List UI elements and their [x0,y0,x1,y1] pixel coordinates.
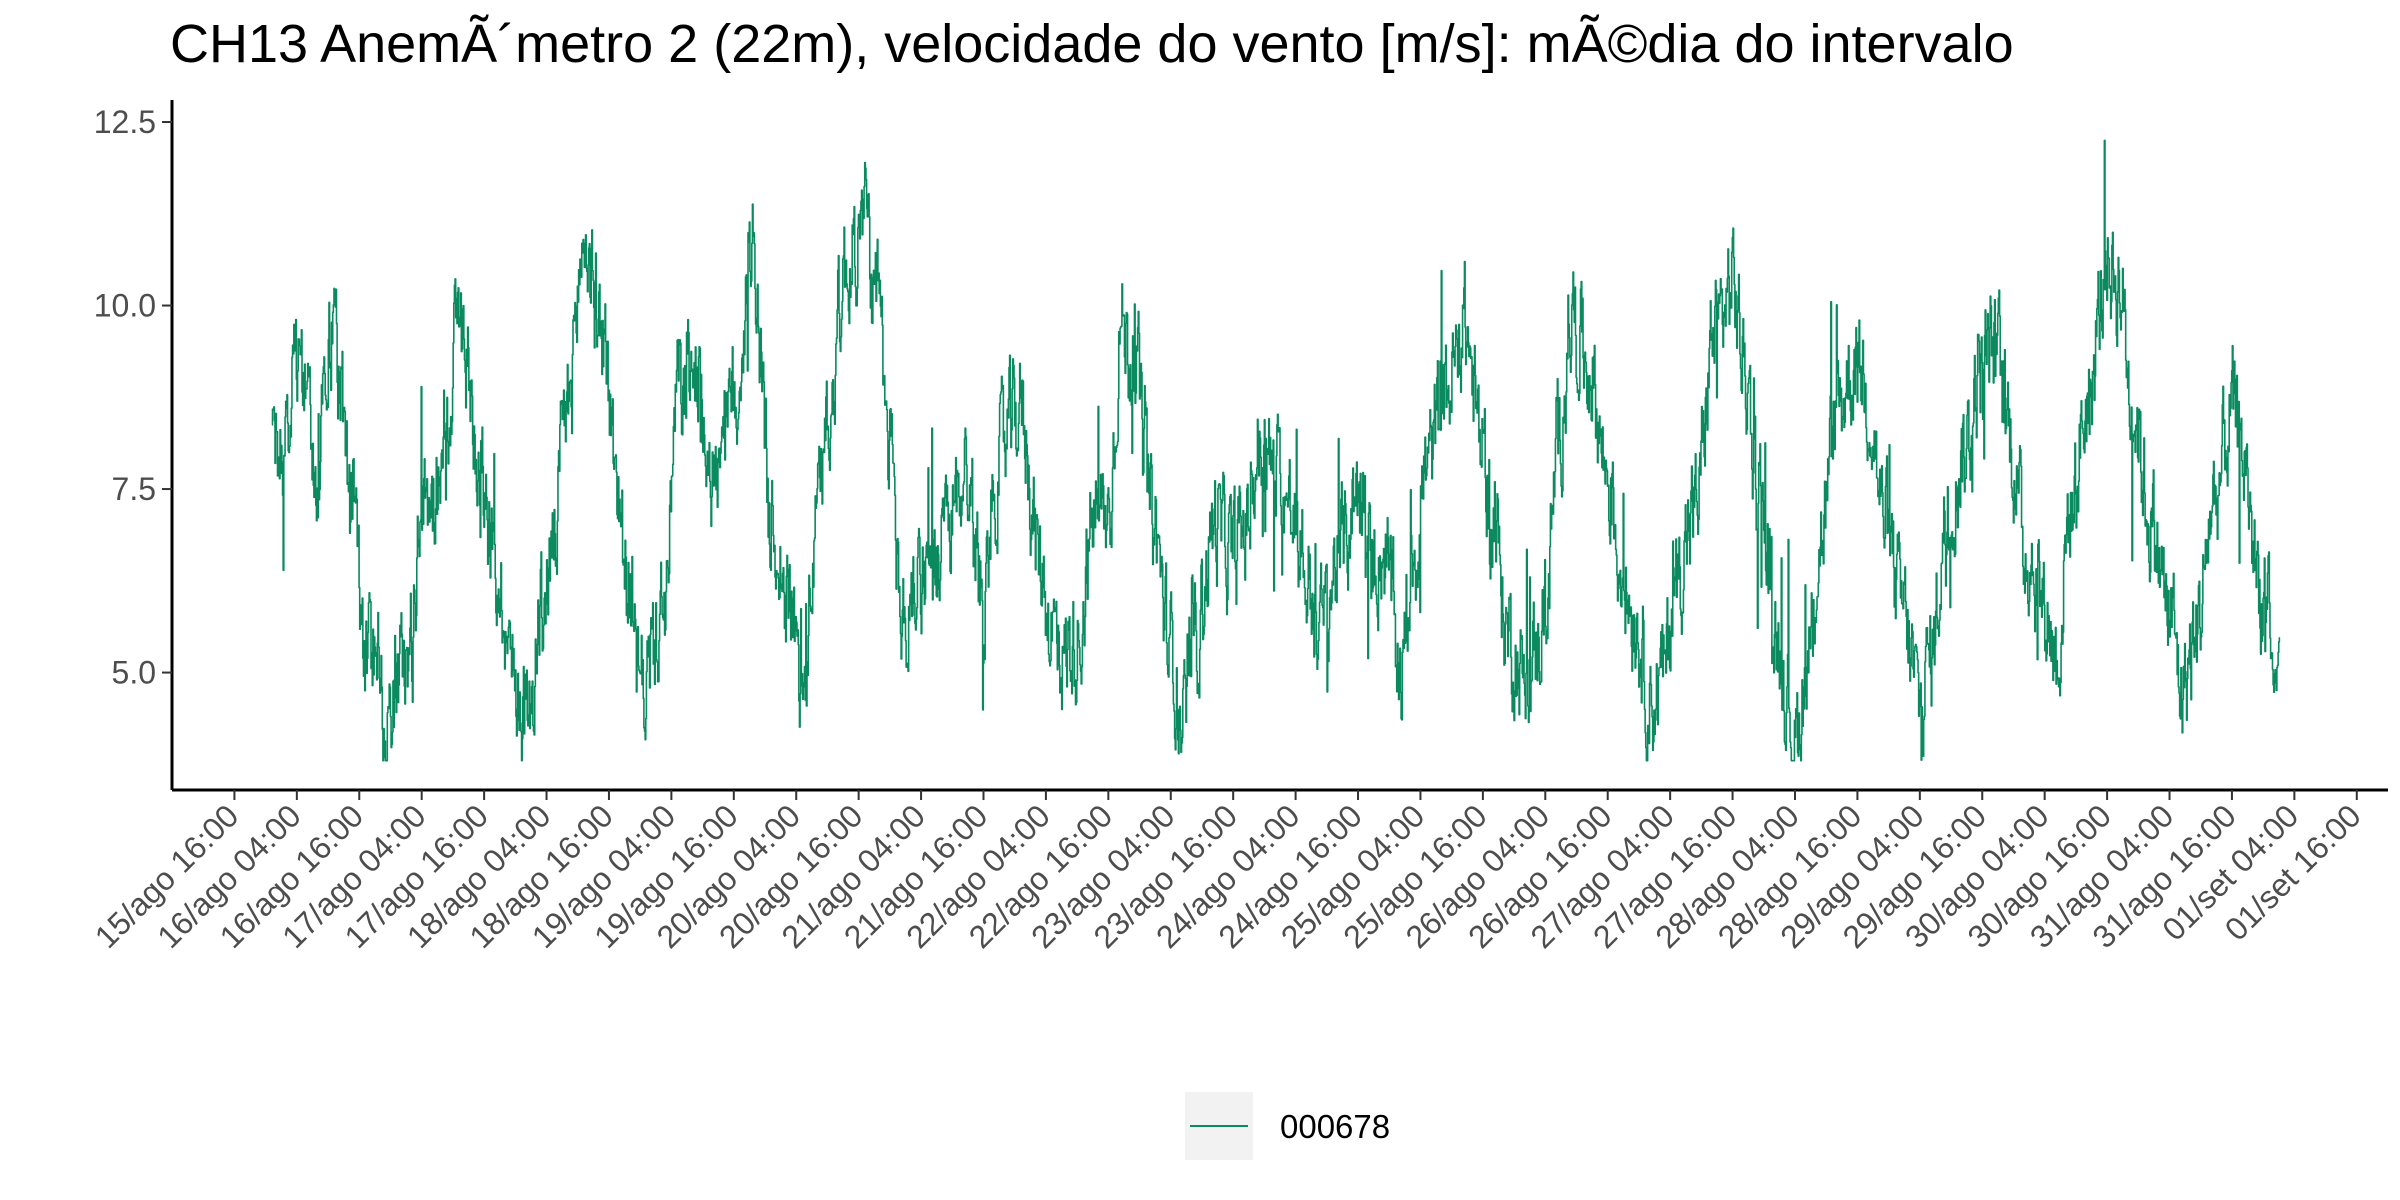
legend: 000678 [1185,1092,1390,1160]
y-tick-label: 12.5 [94,104,156,140]
y-tick-label: 10.0 [94,288,156,324]
y-tick-label: 5.0 [112,655,156,691]
chart-title: CH13 AnemÃ´metro 2 (22m), velocidade do … [170,14,2014,74]
legend-entry-label: 000678 [1280,1108,1390,1145]
plot-area [271,139,2281,762]
y-tick-label: 7.5 [112,471,156,507]
series-line-000678 [271,139,2281,762]
y-axis: 5.0 7.5 10.0 12.5 [94,100,174,790]
